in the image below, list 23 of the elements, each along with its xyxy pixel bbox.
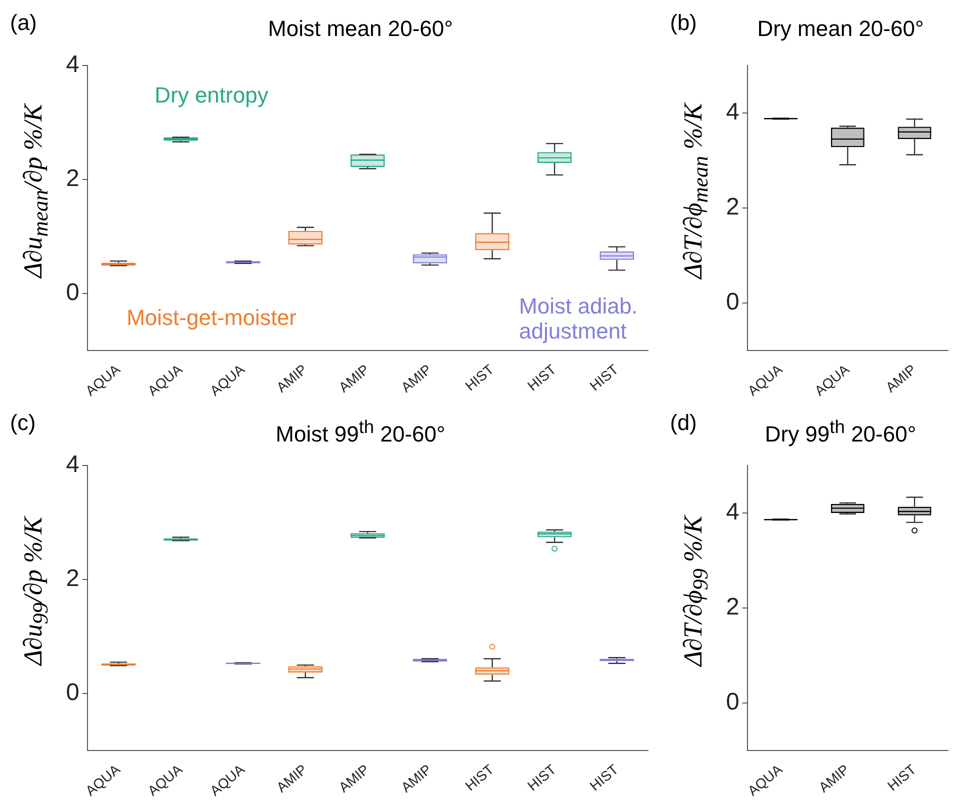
y-tick-label: 0 [66, 279, 80, 306]
y-tick-label: 2 [726, 194, 740, 221]
text: (b) [670, 10, 697, 36]
chart-title: Dry 99$^{th}$ 20-60° [764, 416, 918, 448]
series-label: Moist adiab. adjustment [519, 293, 638, 344]
y-tick-label: 4 [726, 498, 740, 526]
series-label: Dry entropy [154, 82, 268, 108]
text: (a) [10, 10, 37, 36]
y-tick-label: 4 [66, 51, 80, 78]
y-tick-label: 2 [726, 594, 740, 621]
y-tick-label: 4 [726, 98, 740, 126]
y-tick-label: 2 [66, 165, 80, 192]
text: (d) [670, 410, 697, 436]
chart-title: Moist mean 20-60° [267, 16, 454, 42]
chart-title: Dry mean 20-60° [756, 16, 925, 42]
y-tick-label: 4 [66, 451, 80, 478]
y-tick-label: 0 [726, 688, 740, 716]
y-tick-label: 0 [66, 679, 80, 706]
series-label: Moist-get-moister [126, 304, 297, 330]
chart-title: Moist 99$^{th}$ 20-60° [274, 416, 446, 448]
y-tick-label: 0 [726, 288, 740, 316]
text: (c) [10, 410, 36, 436]
y-tick-label: 2 [66, 565, 80, 592]
